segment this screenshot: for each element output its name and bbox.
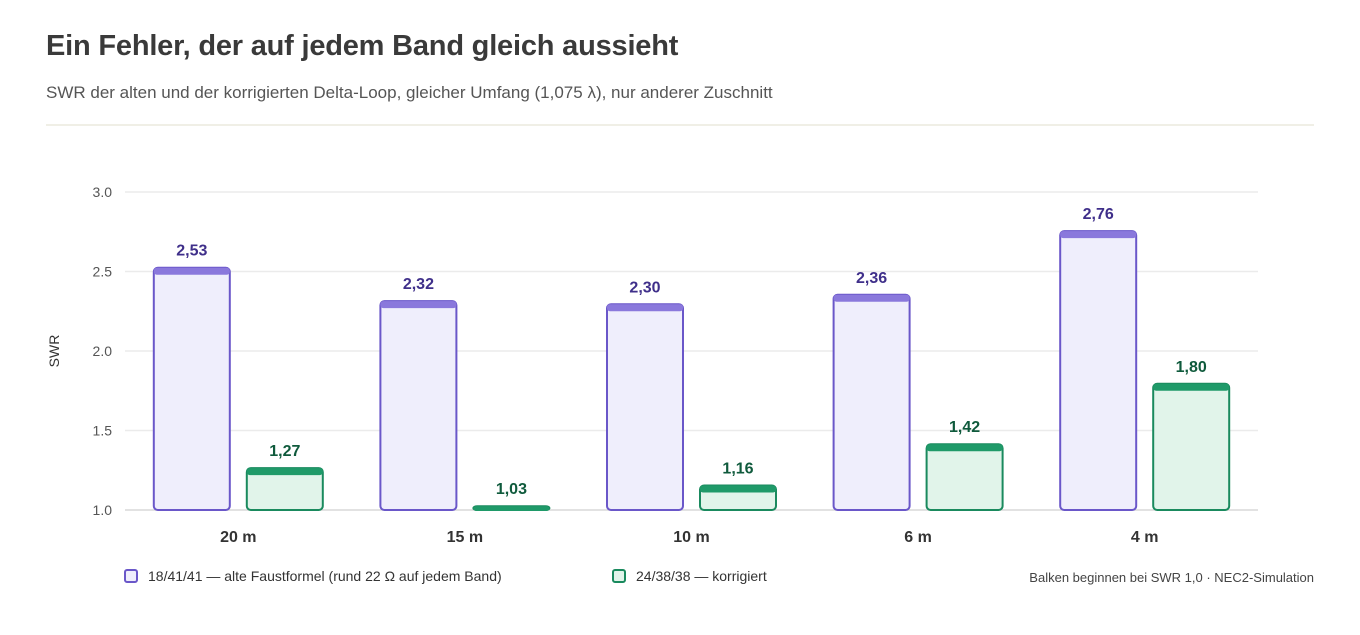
legend-label-old: 18/41/41 — alte Faustformel (rund 22 Ω a… xyxy=(148,568,502,584)
bar-old xyxy=(379,300,458,511)
data-label-corrected: 1,16 xyxy=(722,461,753,478)
bar-old xyxy=(832,293,911,512)
x-tick-label: 20 m xyxy=(220,529,256,546)
data-label-old: 2,32 xyxy=(403,276,434,293)
bar-cap-old xyxy=(607,304,683,312)
data-label-old: 2,30 xyxy=(629,279,660,296)
data-label-corrected: 1,42 xyxy=(949,419,980,436)
data-label-old: 2,53 xyxy=(176,243,207,260)
bar-cap-corrected xyxy=(926,444,1003,452)
chart-title: Ein Fehler, der auf jedem Band gleich au… xyxy=(46,30,679,62)
legend-swatch-old xyxy=(124,569,138,583)
bar-cap-corrected xyxy=(1153,383,1230,391)
legend-item-corrected: 24/38/38 — korrigiert xyxy=(612,568,767,584)
legend-item-old: 18/41/41 — alte Faustformel (rund 22 Ω a… xyxy=(124,568,502,584)
bar-chart: 1.0 1.5 2.0 2.5 3.0 SWR 2,53 1,27 20 m 2,32 1,03 15… xyxy=(46,184,1258,546)
x-tick-label: 6 m xyxy=(904,529,932,546)
bar-cap-old xyxy=(833,294,910,302)
data-label-old: 2,76 xyxy=(1083,206,1114,223)
y-tick-label: 3.0 xyxy=(93,184,113,200)
y-tick-label: 2.5 xyxy=(93,264,113,280)
bar-cap-corrected xyxy=(473,506,550,511)
bar-cap-old xyxy=(1060,231,1137,239)
y-tick-label: 2.0 xyxy=(93,343,113,359)
legend-swatch-corrected xyxy=(612,569,626,583)
y-axis-label: SWR xyxy=(46,335,62,368)
y-tick-label: 1.5 xyxy=(93,423,113,439)
bar-cap-old xyxy=(153,267,230,275)
y-tick-label: 1.0 xyxy=(93,502,113,518)
bar-cap-corrected xyxy=(246,468,323,476)
bar-cap-old xyxy=(380,301,457,309)
chart-subtitle: SWR der alten und der korrigierten Delta… xyxy=(46,83,773,102)
legend-label-corrected: 24/38/38 — korrigiert xyxy=(636,568,767,584)
x-tick-label: 15 m xyxy=(447,529,483,546)
bar-old xyxy=(1059,230,1138,511)
data-label-corrected: 1,27 xyxy=(269,443,300,460)
bar-corrected xyxy=(1152,382,1231,511)
x-tick-label: 10 m xyxy=(673,529,709,546)
bar-cap-corrected xyxy=(700,485,776,493)
header-divider xyxy=(46,124,1314,126)
data-label-corrected: 1,03 xyxy=(496,481,527,498)
data-label-corrected: 1,80 xyxy=(1176,359,1207,376)
bar-old xyxy=(606,303,684,511)
chart-footnote: Balken beginnen bei SWR 1,0 · NEC2-Simul… xyxy=(1029,570,1314,585)
x-tick-label: 4 m xyxy=(1131,529,1159,546)
data-label-old: 2,36 xyxy=(856,270,887,287)
bar-old xyxy=(152,266,231,512)
bar-corrected xyxy=(925,443,1004,511)
